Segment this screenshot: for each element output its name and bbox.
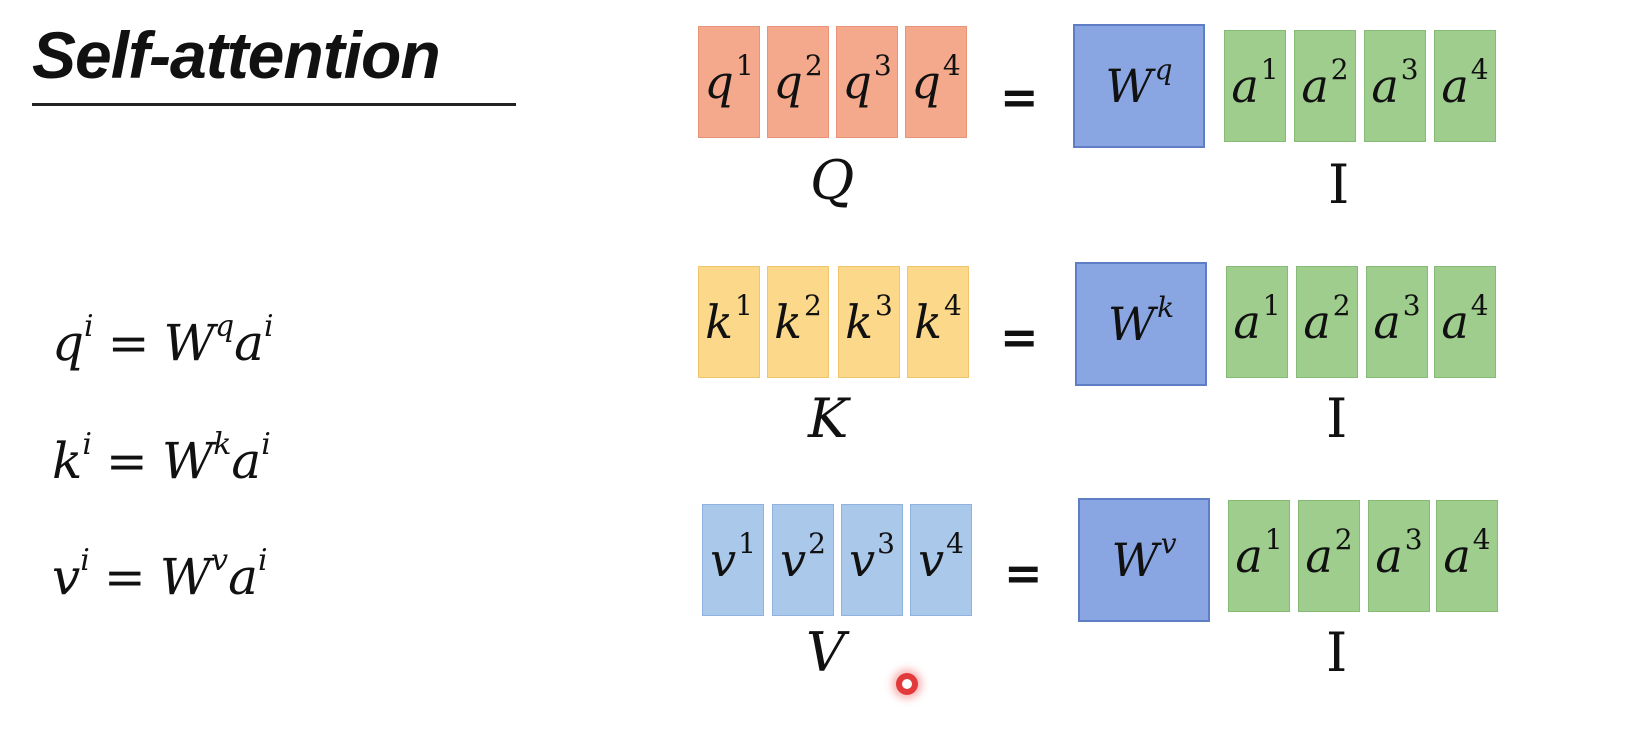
eq-q-weight-sup: q	[214, 309, 235, 344]
eq-q-equals: =	[107, 314, 150, 372]
k-matrix-label: K	[808, 387, 849, 450]
eq-q-lhs-sup: i	[84, 309, 94, 344]
equation-q: qi = Wqai	[52, 312, 274, 369]
eq-q-weight: W	[163, 314, 215, 372]
v-matrix-label: V	[806, 621, 845, 684]
v-row-input-label: I	[1326, 621, 1348, 684]
eq-k-lhs-sup: i	[82, 427, 92, 462]
eq-v-weight: W	[159, 548, 212, 606]
eq-k-input-sup: i	[261, 427, 271, 462]
eq-v-weight-sup: v	[211, 543, 229, 578]
q-equals-sign: =	[1000, 70, 1039, 124]
k-row-input-label: I	[1326, 387, 1348, 450]
eq-k-equals: =	[105, 432, 148, 490]
eq-v-input-sup: i	[257, 543, 268, 578]
laser-pointer-cursor	[896, 673, 918, 695]
title-underline	[32, 103, 516, 106]
eq-q-lhs: q	[52, 314, 85, 372]
eq-v-lhs: v	[52, 548, 81, 606]
eq-q-input: a	[234, 314, 264, 372]
eq-k-weight: W	[161, 432, 214, 490]
equation-v: vi = Wvai	[52, 546, 268, 603]
q-matrix-label: Q	[810, 149, 855, 212]
eq-v-lhs-sup: i	[80, 543, 90, 578]
v-equals-sign: =	[1004, 546, 1043, 600]
eq-k-weight-sup: k	[213, 427, 232, 462]
eq-v-equals: =	[103, 548, 146, 606]
equation-k: ki = Wkai	[52, 430, 271, 487]
q-row-input-label: I	[1328, 153, 1350, 216]
eq-q-input-sup: i	[263, 309, 274, 344]
eq-v-input: a	[228, 548, 258, 606]
slide-title: Self-attention	[32, 18, 441, 92]
k-equals-sign: =	[1000, 310, 1039, 364]
eq-k-input: a	[231, 432, 262, 490]
eq-k-lhs: k	[52, 432, 83, 490]
